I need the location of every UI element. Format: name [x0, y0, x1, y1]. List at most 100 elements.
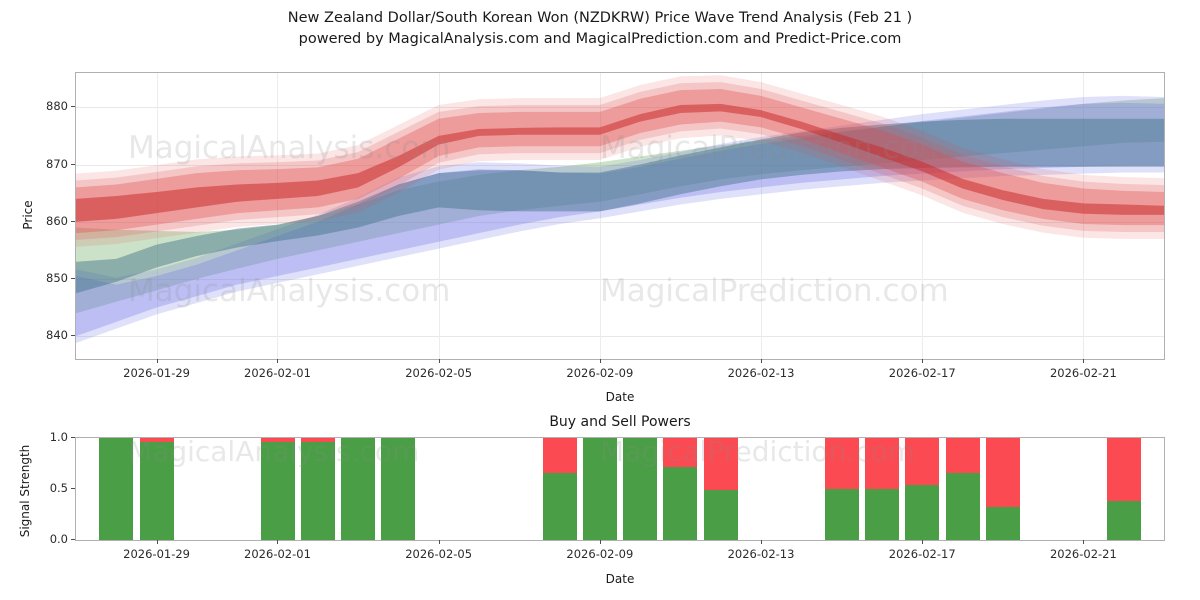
x-tick-label: 2026-02-09: [566, 366, 634, 380]
buy-power-bar: [99, 438, 134, 540]
x-tick-mark: [438, 540, 440, 544]
x-tick-label: 2026-02-05: [405, 366, 473, 380]
red-band: [76, 89, 1164, 234]
x-tick-mark: [761, 359, 763, 363]
title-line-2: powered by MagicalAnalysis.com and Magic…: [298, 31, 902, 47]
title-line-1: New Zealand Dollar/South Korean Won (NZD…: [287, 10, 913, 26]
y-tick-label: 880: [46, 99, 68, 114]
sell-power-bar: [945, 438, 980, 473]
sell-power-bar: [985, 438, 1020, 508]
buy-power-bar: [985, 507, 1020, 540]
gridline-horizontal: [76, 278, 1164, 280]
red-halo-outer: [76, 75, 1164, 247]
buy-power-bar: [905, 484, 940, 540]
y-tick-label: 0.5: [49, 481, 68, 495]
x-tick-mark: [1083, 359, 1085, 363]
gridline-vertical: [438, 73, 440, 359]
y-tick-label: 870: [46, 156, 68, 171]
buy-sell-axes: [75, 437, 1165, 541]
gridline-vertical: [277, 73, 279, 359]
x-tick-label: 2026-01-29: [123, 366, 190, 380]
figure-title: New Zealand Dollar/South Korean Won (NZD…: [0, 8, 1200, 50]
red-core-band: [76, 103, 1164, 222]
price-x-axis-label: Date: [605, 390, 635, 404]
y-tick-mark: [71, 277, 75, 279]
buy-power-bar: [139, 442, 174, 540]
x-tick-label: 2026-02-13: [727, 547, 795, 561]
y-tick-mark: [71, 437, 75, 438]
x-tick-label: 2026-02-17: [888, 547, 956, 561]
sell-power-bar: [703, 438, 738, 490]
gridline-horizontal: [76, 164, 1164, 166]
sell-power-bar: [542, 438, 577, 473]
steel-band: [76, 118, 1164, 294]
gridline-vertical: [599, 73, 601, 359]
x-tick-mark: [438, 359, 440, 363]
x-tick-mark: [1083, 540, 1085, 544]
x-tick-label: 2026-02-01: [244, 366, 311, 380]
buy-power-bar: [864, 489, 899, 540]
gridline-vertical: [761, 73, 763, 359]
sell-power-bar: [260, 438, 295, 443]
gridline-vertical: [1083, 73, 1085, 359]
y-tick-mark: [71, 539, 75, 540]
red-halo-mid: [76, 82, 1164, 241]
sell-power-bar: [300, 438, 335, 443]
x-tick-mark: [277, 359, 279, 363]
sell-power-bar: [864, 438, 899, 489]
y-tick-mark: [71, 163, 75, 165]
x-tick-label: 2026-02-01: [244, 547, 311, 561]
buy-power-bar: [623, 438, 658, 540]
x-tick-mark: [922, 359, 924, 363]
x-tick-mark: [599, 540, 601, 544]
x-tick-mark: [599, 359, 601, 363]
gridline-horizontal: [76, 107, 1164, 109]
y-tick-label: 850: [46, 270, 68, 285]
y-tick-label: 840: [46, 328, 68, 343]
sell-power-bar: [663, 438, 698, 467]
gridline-vertical: [156, 73, 158, 359]
buy-power-bar: [582, 438, 617, 540]
y-tick-label: 0.0: [49, 532, 68, 546]
y-tick-mark: [71, 106, 75, 108]
sell-power-bar: [824, 438, 859, 489]
buy-power-bar: [300, 442, 335, 540]
x-tick-label: 2026-01-29: [123, 547, 190, 561]
sell-power-bar: [905, 438, 940, 485]
buy-power-bar: [824, 489, 859, 540]
x-tick-mark: [761, 540, 763, 544]
gridline-horizontal: [76, 336, 1164, 338]
buy-power-bar: [703, 490, 738, 540]
y-tick-label: 1.0: [49, 430, 68, 444]
x-tick-label: 2026-02-21: [1049, 547, 1117, 561]
x-tick-label: 2026-02-05: [405, 547, 473, 561]
y-tick-mark: [71, 335, 75, 337]
buy-power-bar: [663, 466, 698, 540]
gridline-vertical: [922, 73, 924, 359]
x-tick-label: 2026-02-17: [888, 366, 956, 380]
buy-power-bar: [341, 438, 376, 540]
blue-band: [76, 102, 1164, 337]
buy-power-bar: [381, 438, 416, 540]
x-tick-label: 2026-02-13: [727, 366, 795, 380]
y-tick-mark: [71, 488, 75, 489]
sell-power-bar: [139, 438, 174, 443]
x-tick-mark: [156, 540, 158, 544]
y-tick-mark: [71, 220, 75, 222]
x-tick-label: 2026-02-21: [1049, 366, 1117, 380]
buy-power-bar: [1106, 501, 1141, 540]
gridline-horizontal: [76, 221, 1164, 223]
x-tick-mark: [922, 540, 924, 544]
x-tick-label: 2026-02-09: [566, 547, 634, 561]
x-tick-mark: [277, 540, 279, 544]
signal-x-axis-label: Date: [605, 572, 635, 586]
sell-power-bar: [1106, 438, 1141, 502]
y-tick-label: 860: [46, 213, 68, 228]
buy-sell-title: Buy and Sell Powers: [549, 414, 691, 430]
buy-power-bar: [945, 472, 980, 540]
price-wave-axes: [75, 72, 1165, 360]
buy-power-bar: [542, 472, 577, 540]
price-wave-bands: [76, 75, 1164, 343]
buy-power-bar: [260, 442, 295, 540]
